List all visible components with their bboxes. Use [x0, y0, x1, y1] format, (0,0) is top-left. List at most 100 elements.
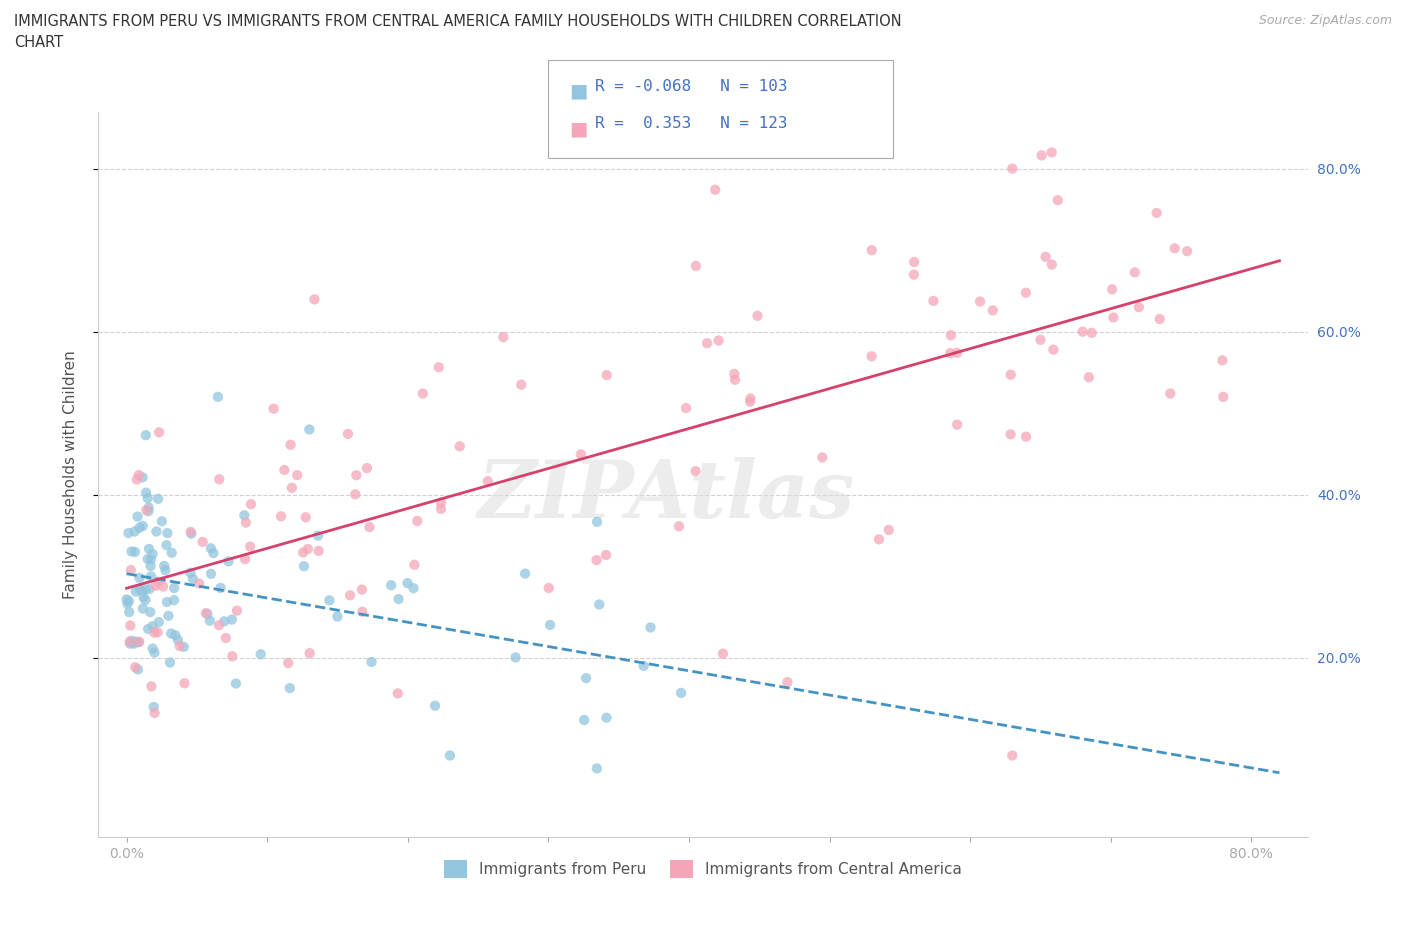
Text: ZIPAtlas: ZIPAtlas [478, 458, 855, 535]
Point [1035, 249, 1057, 264]
Point [179, 565, 201, 580]
Point [138, 504, 160, 519]
Point [117, 596, 139, 611]
Point [155, 538, 177, 552]
Point [128, 468, 150, 483]
Point [1029, 332, 1052, 347]
Point [120, 618, 142, 633]
Point [160, 626, 183, 641]
Point [360, 655, 382, 670]
Text: R =  0.353   N = 123: R = 0.353 N = 123 [595, 116, 787, 131]
Point [125, 634, 148, 649]
Point [200, 541, 222, 556]
Point [128, 520, 150, 535]
Point [724, 372, 747, 387]
Point [1146, 206, 1168, 220]
Point [160, 545, 183, 560]
Point [669, 685, 692, 700]
Point [1040, 258, 1063, 272]
Point [1001, 748, 1024, 763]
Point [233, 551, 256, 566]
Point [135, 503, 157, 518]
Point [1211, 353, 1233, 368]
Point [969, 294, 991, 309]
Point [194, 605, 217, 620]
Point [868, 532, 890, 547]
Point [412, 386, 434, 401]
Point [208, 618, 231, 632]
Point [143, 706, 166, 721]
Point [188, 576, 211, 591]
Point [439, 748, 461, 763]
Point [127, 635, 149, 650]
Point [191, 535, 214, 550]
Point [134, 592, 156, 607]
Point [449, 439, 471, 454]
Point [569, 447, 592, 462]
Point [215, 631, 238, 645]
Point [235, 515, 257, 530]
Point [143, 625, 166, 640]
Point [148, 615, 170, 630]
Point [685, 259, 707, 273]
Point [1149, 312, 1171, 326]
Point [208, 472, 231, 486]
Point [209, 580, 232, 595]
Text: IMMIGRANTS FROM PERU VS IMMIGRANTS FROM CENTRAL AMERICA FAMILY HOUSEHOLDS WITH C: IMMIGRANTS FROM PERU VS IMMIGRANTS FROM … [14, 14, 901, 29]
Point [396, 576, 419, 591]
Point [121, 544, 143, 559]
Point [1000, 427, 1022, 442]
Point [308, 543, 330, 558]
Point [1015, 286, 1038, 300]
Point [240, 497, 263, 512]
Point [586, 514, 609, 529]
Point [304, 292, 326, 307]
Point [537, 580, 560, 595]
Point [297, 541, 319, 556]
Text: ■: ■ [569, 119, 588, 138]
Text: ■: ■ [569, 82, 588, 100]
Point [588, 597, 610, 612]
Point [152, 579, 174, 594]
Point [128, 570, 150, 585]
Point [505, 650, 527, 665]
Point [1102, 310, 1125, 325]
Point [585, 761, 607, 776]
Point [981, 303, 1004, 318]
Point [120, 563, 142, 578]
Point [380, 578, 402, 592]
Point [356, 460, 378, 475]
Point [1031, 148, 1053, 163]
Legend: Immigrants from Peru, Immigrants from Central America: Immigrants from Peru, Immigrants from Ce… [439, 854, 967, 883]
Point [180, 526, 202, 541]
Point [157, 608, 180, 623]
Point [270, 509, 292, 524]
Point [127, 662, 149, 677]
Point [118, 593, 141, 608]
Point [423, 698, 446, 713]
Point [280, 437, 302, 452]
Point [132, 519, 155, 534]
Point [1071, 325, 1094, 339]
Point [281, 480, 304, 495]
Point [115, 591, 138, 606]
Point [922, 294, 945, 309]
Point [150, 513, 173, 528]
Point [135, 428, 157, 443]
Point [285, 468, 308, 483]
Point [294, 510, 316, 525]
Point [233, 508, 256, 523]
Point [860, 243, 883, 258]
Point [1128, 299, 1150, 314]
Point [740, 391, 762, 405]
Point [131, 470, 153, 485]
Point [596, 367, 619, 382]
Point [207, 390, 229, 405]
Point [135, 485, 157, 500]
Point [118, 634, 141, 649]
Point [142, 699, 165, 714]
Point [131, 583, 153, 598]
Point [1080, 326, 1102, 340]
Point [1046, 193, 1069, 207]
Point [946, 345, 969, 360]
